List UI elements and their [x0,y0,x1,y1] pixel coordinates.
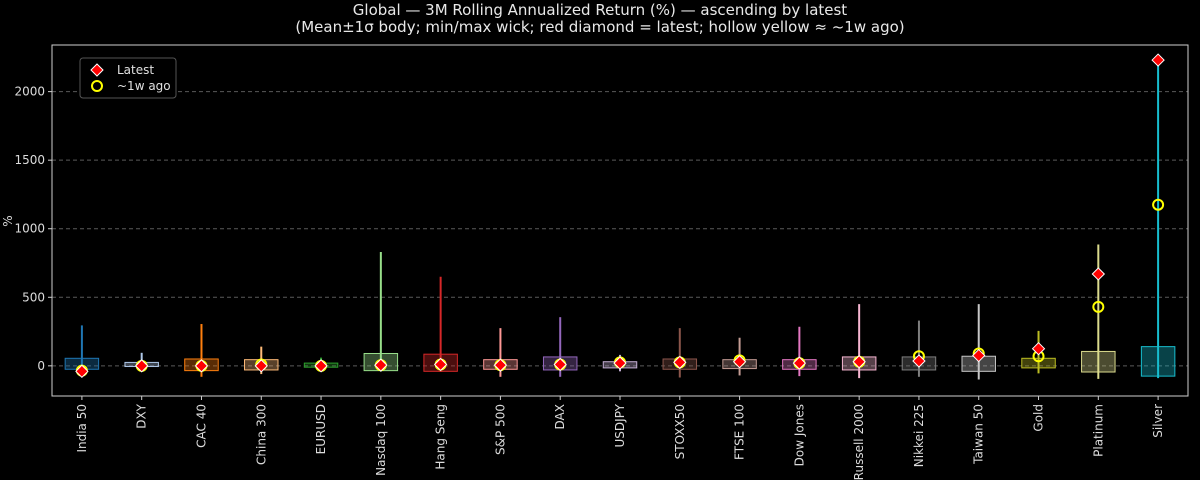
latest-marker [433,357,448,372]
series-group [961,304,996,380]
x-tick-label: DXY [135,403,149,428]
series-group [363,252,399,372]
series-group [901,320,937,377]
latest-marker [1031,341,1046,356]
series-group [1021,330,1056,374]
series-group [124,352,159,373]
x-tick-label: S&P 500 [493,404,507,455]
latest-marker [553,357,567,372]
x-tick-label: Dow Jones [792,404,806,466]
series-group [184,324,219,377]
x-tick-label: Hang Seng [434,404,448,470]
x-tick-label: USDJPY [613,403,627,447]
x-tick-label: Gold [1032,404,1046,432]
y-tick-label: 2000 [14,85,45,99]
x-tick-label: Platinum [1091,404,1105,457]
latest-marker [254,359,268,373]
chart-title-line1: Global — 3M Rolling Annualized Return (%… [353,1,848,19]
latest-marker [1091,267,1106,281]
x-tick-label: Taiwan 50 [972,404,986,465]
latest-marker [134,359,149,373]
plot-area-frame [51,44,1189,397]
latest-marker [314,359,328,373]
latest-marker [792,356,807,370]
series-group [64,325,100,379]
latest-marker [75,364,89,379]
latest-marker [374,358,388,372]
latest-marker [613,356,627,370]
series-group [542,317,578,377]
series-group [722,337,757,376]
latest-marker [194,359,209,373]
y-tick-label: 500 [22,290,45,304]
series-group [841,304,877,379]
latest-marker [673,355,687,370]
series-group [1081,244,1116,379]
mean-sigma-box [1140,346,1176,377]
latest-marker [732,355,747,369]
x-tick-label: STOXX50 [673,404,687,459]
legend-latest-label: Latest [117,63,154,77]
x-axis: India 50 DXY CAC 40 China 300 EURUSD Nasdaq 1… [75,396,1165,480]
x-tick-label: China 300 [254,404,268,465]
y-tick-label: 1000 [14,222,45,236]
x-tick-label: DAX [553,404,567,429]
series [64,53,1176,380]
mean-sigma-box [1021,357,1056,369]
y-tick-label: 1500 [14,153,45,167]
latest-marker [852,355,866,369]
x-tick-label: Nikkei 225 [912,404,926,467]
series-group [244,346,279,375]
latest-marker [1151,53,1165,67]
x-tick-label: Russell 2000 [852,404,866,480]
x-tick-label: Nasdaq 100 [374,404,388,476]
week-ago-marker [1092,300,1105,313]
x-tick-label: FTSE 100 [733,404,747,460]
y-axis-label: % [1,215,15,226]
chart-title-line2: (Mean±1σ body; min/max wick; red diamond… [295,18,904,36]
series-group [483,328,518,377]
legend-box [79,57,177,99]
series-group [303,357,339,373]
series-group [662,328,698,378]
x-tick-label: India 50 [75,404,89,453]
legend: Latest ~1w ago [79,57,177,99]
gridlines [52,91,1188,367]
x-tick-label: EURUSD [314,404,328,454]
legend-week-ago-marker [91,80,103,92]
series-group [1140,53,1176,379]
latest-marker [912,354,926,368]
y-tick-label: 0 [37,359,45,373]
series-group [423,276,458,373]
week-ago-marker [1152,198,1165,211]
x-tick-label: Silver [1151,404,1165,438]
y-axis: 0 500 1000 1500 2000 [14,85,52,373]
latest-marker [493,358,508,372]
legend-latest-marker [90,63,104,77]
latest-marker [972,348,986,363]
mean-sigma-box [1081,350,1116,373]
x-tick-label: CAC 40 [194,404,208,448]
legend-week-ago-label: ~1w ago [117,79,171,93]
series-group [602,354,638,372]
series-group [782,326,817,377]
